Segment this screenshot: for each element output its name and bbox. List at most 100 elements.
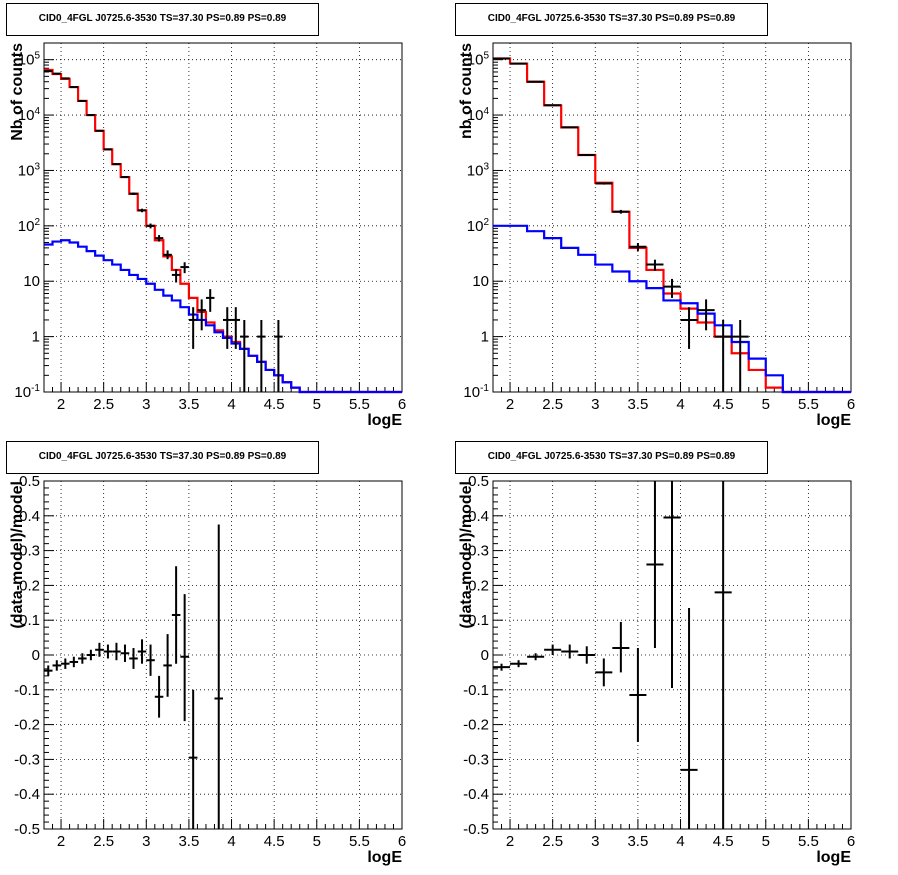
x-tick-label: 5.5	[798, 396, 819, 413]
panel-2: 2 2.5 3 3.5 4 4.5 5 5.5 6 10-1 1 10 102 103 104 105 logE…	[458, 42, 855, 429]
x-tick-label: 5	[762, 396, 770, 413]
data-point	[510, 660, 528, 668]
data-point	[646, 259, 664, 271]
y-tick-label: -0.4	[463, 786, 489, 803]
y-tick-label: 10-1	[463, 383, 489, 401]
chart-title: CID0_4FGL J0725.6-3530 TS=37.30 PS=0.89 …	[455, 441, 768, 474]
y-tick-label: 1	[32, 329, 40, 346]
x-tick-label: 2.5	[93, 396, 114, 413]
data-point	[171, 269, 181, 283]
y-tick-label: 102	[467, 217, 490, 235]
data-point	[146, 644, 155, 676]
data-point	[129, 648, 138, 669]
y-tick-label: 102	[18, 217, 41, 235]
data-point	[112, 642, 121, 661]
y-axis-label: (data-model)/model	[9, 481, 26, 629]
y-tick-label: 0.2	[468, 577, 489, 594]
x-tick-label: 3.5	[627, 396, 648, 413]
data-point	[197, 299, 206, 331]
y-tick-label: 0.3	[468, 543, 489, 560]
data-point	[78, 653, 87, 664]
plot-frame	[492, 42, 852, 393]
y-tick-label: -0.2	[463, 717, 489, 734]
x-axis-label: logE	[367, 412, 402, 429]
x-tick-label: 4.5	[264, 396, 285, 413]
x-tick-label: 5	[762, 833, 770, 850]
y-tick-label: -0.1	[463, 682, 489, 699]
y-tick-label: 104	[467, 106, 490, 124]
data-point	[171, 566, 181, 664]
y-tick-label: -0.1	[14, 682, 40, 699]
data-point	[578, 154, 596, 157]
data-point	[646, 481, 664, 649]
data-point	[274, 319, 283, 392]
y-tick-label: 0	[32, 647, 40, 664]
y-tick-label: 105	[467, 51, 490, 69]
y-tick-label: 0.5	[468, 473, 489, 490]
data-point	[154, 235, 164, 242]
data-point	[103, 644, 113, 659]
data-point	[163, 250, 172, 260]
x-tick-label: 5.5	[349, 396, 370, 413]
y-tick-label: -0.3	[463, 751, 489, 768]
y-tick-label: 0.4	[468, 508, 489, 525]
data-point	[137, 639, 147, 664]
x-tick-label: 4	[227, 833, 235, 850]
y-tick-label: 0.1	[468, 612, 489, 629]
x-tick-label: 4.5	[264, 833, 285, 850]
x-tick-label: 3	[142, 396, 150, 413]
data-point	[180, 262, 189, 274]
x-tick-label: 3	[591, 396, 599, 413]
data-point	[629, 242, 647, 252]
x-tick-label: 4.5	[713, 396, 734, 413]
data-point	[120, 644, 130, 662]
x-tick-label: 3.5	[178, 833, 199, 850]
x-tick-label: 5	[313, 396, 321, 413]
data-point	[52, 660, 62, 671]
panel-4: 2 2.5 3 3.5 4 4.5 5 5.5 6 -0.5 -0.4 -0.3 -0.2 -0.1 0 0.…	[458, 473, 855, 866]
data-point	[629, 648, 647, 742]
y-tick-label: 0.5	[19, 473, 40, 490]
data-point	[680, 608, 698, 829]
x-tick-label: 3.5	[178, 396, 199, 413]
x-tick-label: 5.5	[798, 833, 819, 850]
y-tick-label: 1	[481, 329, 489, 346]
data-point	[493, 663, 511, 671]
data-point	[69, 656, 79, 668]
data-point	[612, 621, 630, 673]
panel-1: 2 2.5 3 3.5 4 4.5 5 5.5 6 10-1 1 10 102 103 104 105 logE…	[9, 42, 406, 429]
data-point	[231, 307, 241, 349]
data-point	[180, 594, 189, 722]
y-tick-label: -0.5	[14, 821, 40, 838]
data-point	[137, 208, 147, 213]
x-tick-label: 5	[313, 833, 321, 850]
x-tick-label: 2.5	[542, 833, 563, 850]
data-point	[112, 163, 121, 166]
data-point	[595, 658, 613, 687]
data-point	[129, 192, 138, 196]
data-point	[214, 524, 223, 829]
panel-3: 2 2.5 3 3.5 4 4.5 5 5.5 6 -0.5 -0.4 -0.3 -0.2 -0.1 0 0.…	[9, 473, 406, 866]
y-tick-label: -0.5	[463, 821, 489, 838]
y-axis-label: nb of counts	[458, 43, 475, 139]
x-tick-label: 4	[676, 833, 684, 850]
histogram-series-2	[44, 239, 402, 394]
y-tick-label: 10	[472, 273, 489, 290]
x-tick-label: 6	[398, 396, 406, 413]
data-point	[714, 481, 732, 829]
y-tick-label: 105	[18, 51, 41, 69]
data-point	[146, 223, 155, 229]
data-point	[188, 689, 198, 829]
y-axis-label: Nb of counts	[9, 43, 26, 141]
x-tick-label: 3.5	[627, 833, 648, 850]
data-point	[544, 644, 562, 655]
chart-title: CID0_4FGL J0725.6-3530 TS=37.30 PS=0.89 …	[455, 3, 768, 36]
data-point	[561, 126, 579, 129]
data-point	[103, 148, 113, 151]
x-tick-label: 3	[591, 833, 599, 850]
data-point	[95, 129, 104, 132]
data-point	[578, 646, 596, 664]
data-point	[205, 289, 215, 312]
y-tick-label: 0.2	[19, 577, 40, 594]
